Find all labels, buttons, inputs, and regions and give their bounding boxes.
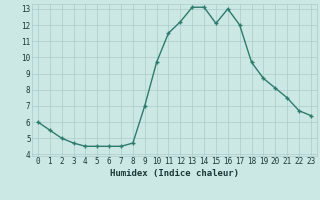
X-axis label: Humidex (Indice chaleur): Humidex (Indice chaleur) bbox=[110, 169, 239, 178]
